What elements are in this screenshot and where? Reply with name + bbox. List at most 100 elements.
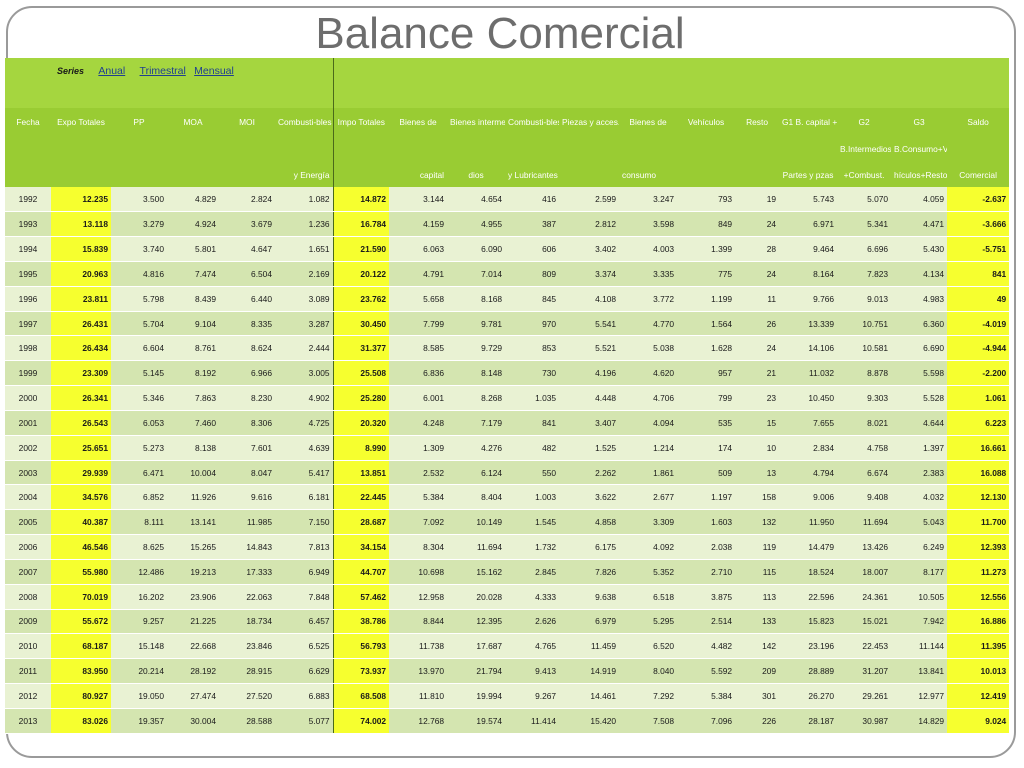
table-cell: 550	[505, 460, 560, 486]
table-cell: 2.812	[559, 211, 620, 238]
table-cell: 6.979	[559, 609, 620, 635]
table-cell: 6.883	[275, 683, 334, 709]
table-cell: 5.592	[677, 658, 736, 685]
table-cell: 5.743	[779, 187, 838, 213]
table-cell: 2.599	[559, 187, 620, 213]
table-cell: 115	[735, 559, 780, 585]
table-cell: 14.106	[779, 335, 838, 362]
table-cell: 23.762	[333, 286, 390, 312]
table-cell: 26.543	[51, 410, 111, 436]
table-cell: 20.320	[333, 410, 390, 436]
table-cell: 10.751	[837, 311, 892, 337]
series-link-mensual[interactable]: Mensual	[194, 65, 234, 77]
table-row: 2003 29.939 6.471 10.004 8.047 5.417 13.851 2.5…	[5, 460, 1010, 486]
table-cell: 22.453	[837, 633, 892, 660]
table-cell: 7.474	[167, 261, 219, 287]
table-cell: 2009	[5, 609, 51, 635]
series-selector: Series Anual Trimestral Mensual	[5, 58, 334, 108]
table-cell: 4.276	[447, 435, 506, 461]
table-cell: 12.486	[111, 559, 167, 585]
table-cell: 6.181	[275, 484, 334, 511]
series-link-anual[interactable]: Anual	[98, 65, 126, 77]
table-cell: 15.162	[447, 559, 506, 585]
table-cell: 7.179	[447, 410, 506, 436]
table-cell: 301	[735, 683, 780, 709]
table-row: 2008 70.019 16.202 23.906 22.063 7.848 57.462 1…	[5, 584, 1010, 610]
series-link-trimestral[interactable]: Trimestral	[139, 65, 186, 77]
table-cell: 7.942	[891, 609, 948, 635]
balance-table: Series Anual Trimestral Mensual Fecha Ex…	[5, 58, 1010, 734]
table-cell: 8.192	[167, 360, 219, 387]
table-cell: 9.006	[779, 484, 838, 511]
table-cell: 3.279	[111, 211, 167, 238]
table-cell: 15.148	[111, 633, 167, 660]
table-cell: 1.397	[891, 435, 948, 461]
table-cell: 12.395	[447, 609, 506, 635]
table-cell: 1.732	[505, 534, 560, 560]
table-cell: 4.647	[219, 236, 275, 262]
table-cell: 73.937	[333, 658, 390, 685]
header-combustibles-expo: Combusti-bles	[275, 108, 334, 135]
table-cell: 4.644	[891, 410, 948, 436]
table-cell: 8.761	[167, 335, 219, 362]
table-cell: 7.460	[167, 410, 219, 436]
table-cell: 5.798	[111, 286, 167, 312]
table-cell: 12.130	[947, 484, 1010, 511]
header-combust: +Combust.	[837, 163, 892, 187]
table-cell: 8.625	[111, 534, 167, 560]
table-cell: 7.799	[389, 311, 448, 337]
table-cell: 2.532	[389, 460, 448, 486]
table-cell: 416	[505, 187, 560, 213]
header-piezas: Piezas y acces.	[559, 108, 620, 135]
table-row: 2005 40.387 8.111 13.141 11.985 7.150 28.687 7.…	[5, 509, 1010, 536]
table-cell: 15.265	[167, 534, 219, 560]
table-cell: 11.700	[947, 509, 1010, 536]
table-cell: 40.387	[51, 509, 111, 536]
table-cell: 24	[735, 335, 780, 362]
header-row-3-blank-piezas	[559, 163, 620, 187]
table-cell: 142	[735, 633, 780, 660]
table-cell: 2002	[5, 435, 51, 461]
table-cell: 8.047	[219, 460, 275, 486]
table-cell: 2.834	[779, 435, 838, 461]
table-cell: 13.851	[333, 460, 390, 486]
table-cell: 8.990	[333, 435, 390, 461]
header-combustibles-energia: y Energía	[275, 163, 334, 187]
table-row: 1997 26.431 5.704 9.104 8.335 3.287 30.450 7.79…	[5, 311, 1010, 337]
table-cell: 15.420	[559, 708, 620, 734]
table-cell: 9.766	[779, 286, 838, 312]
table-cell: 19.213	[167, 559, 219, 585]
table-cell: 845	[505, 286, 560, 312]
table-cell: 5.341	[837, 211, 892, 238]
table-cell: 7.508	[619, 708, 678, 734]
header-row-2-blank-right	[947, 135, 1010, 163]
table-cell: 1.082	[275, 187, 334, 213]
table-cell: 606	[505, 236, 560, 262]
table-cell: 4.725	[275, 410, 334, 436]
table-cell: 4.816	[111, 261, 167, 287]
table-cell: 8.624	[219, 335, 275, 362]
header-row-3-blank-vehiculos	[677, 163, 736, 187]
table-cell: 5.273	[111, 435, 167, 461]
table-cell: 9.464	[779, 236, 838, 262]
table-cell: 8.585	[389, 335, 448, 362]
table-cell: 10.581	[837, 335, 892, 362]
table-cell: 23.906	[167, 584, 219, 610]
table-cell: 4.654	[447, 187, 506, 213]
table-cell: 30.450	[333, 311, 390, 337]
table-cell: 11.738	[389, 633, 448, 660]
table-cell: 7.848	[275, 584, 334, 610]
balance-table-container: Series Anual Trimestral Mensual Fecha Ex…	[5, 58, 1010, 734]
table-cell: 9.616	[219, 484, 275, 511]
table-cell: 21.590	[333, 236, 390, 262]
table-cell: 4.134	[891, 261, 948, 287]
table-cell: 14.843	[219, 534, 275, 560]
table-cell: 15.823	[779, 609, 838, 635]
table-cell: 6.690	[891, 335, 948, 362]
table-cell: 28.889	[779, 658, 838, 685]
table-cell: 56.793	[333, 633, 390, 660]
table-cell: 4.794	[779, 460, 838, 486]
table-cell: 12.977	[891, 683, 948, 709]
table-cell: 5.384	[389, 484, 448, 511]
table-cell: 1.525	[559, 435, 620, 461]
